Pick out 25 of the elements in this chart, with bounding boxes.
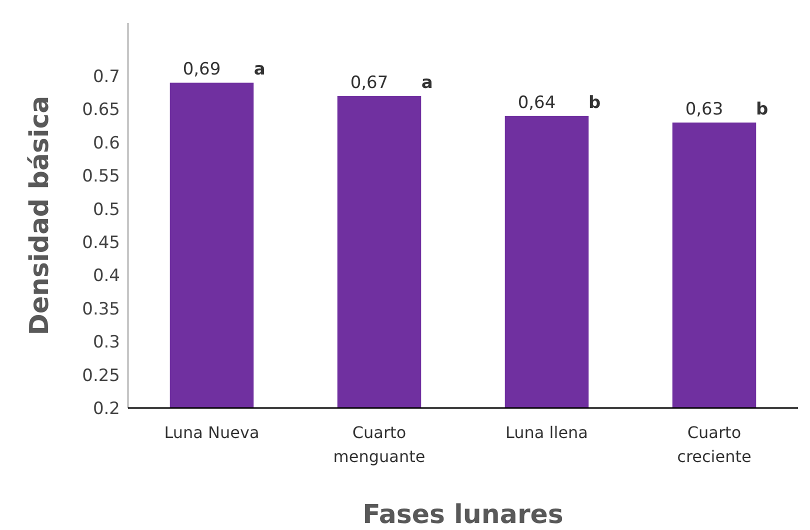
x-tick-label: Luna Nueva [164, 423, 260, 442]
annotation: b [756, 100, 768, 120]
data-label: 0,69 [182, 60, 221, 80]
annotation: b [588, 92, 601, 113]
x-tick-label: Cuarto menguante [333, 423, 426, 466]
y-tick-label: 0.5 [92, 200, 120, 220]
y-tick-label: 0.2 [92, 398, 120, 419]
y-tick-label: 0.6 [92, 133, 120, 154]
data-label: 0,67 [350, 73, 388, 94]
annotation: a [421, 73, 433, 94]
x-axis-title: Fases lunares [362, 500, 564, 530]
data-label: 0,64 [518, 92, 556, 113]
y-tick-label: 0.55 [82, 166, 120, 187]
y-tick-label: 0.65 [82, 100, 120, 120]
y-tick-label: 0.4 [92, 266, 120, 286]
annotation: a [254, 60, 266, 80]
y-tick-label: 0.45 [82, 233, 120, 253]
x-tick-label: Cuarto creciente [677, 423, 752, 466]
x-tick-label: Luna llena [506, 423, 588, 442]
y-axis-title: Densidad básica [25, 96, 55, 336]
y-tick-label: 0.3 [92, 332, 120, 353]
y-tick-label: 0.35 [82, 299, 120, 320]
data-label: 0,63 [685, 100, 724, 120]
y-tick-label: 0.7 [92, 67, 120, 88]
y-tick-label: 0.25 [82, 366, 120, 386]
